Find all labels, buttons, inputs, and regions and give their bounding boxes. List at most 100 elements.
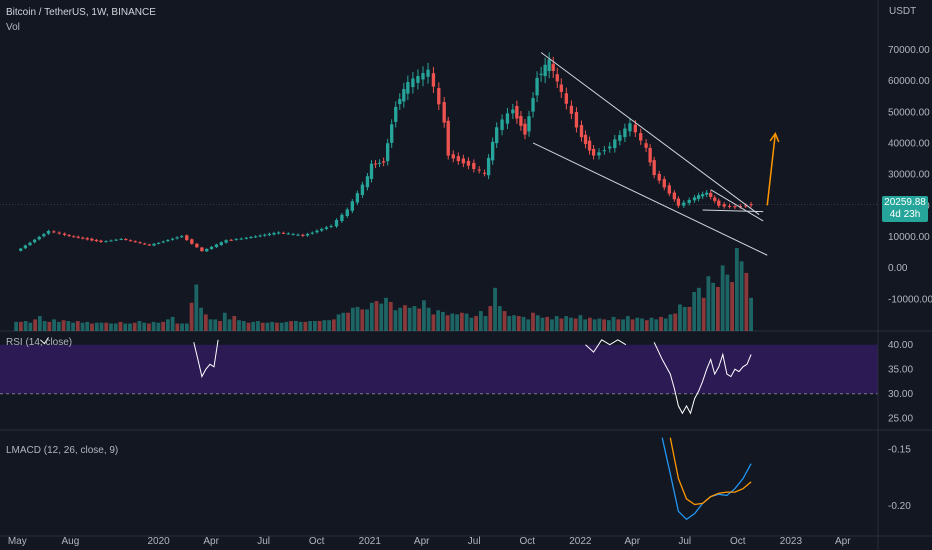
volume-bar bbox=[459, 312, 464, 331]
volume-bar bbox=[161, 321, 166, 331]
candle-body bbox=[431, 73, 436, 87]
volume-bar bbox=[417, 308, 422, 331]
volume-bar bbox=[118, 321, 123, 331]
candle-body bbox=[180, 236, 184, 238]
candle-body bbox=[340, 214, 344, 222]
volume-bar bbox=[697, 287, 701, 331]
lmacd-axis-label: -0.15 bbox=[888, 445, 911, 456]
volume-bar bbox=[75, 321, 80, 331]
candle-body bbox=[672, 192, 677, 200]
candle-body bbox=[551, 63, 555, 72]
volume-bar bbox=[156, 322, 161, 331]
volume-bar bbox=[94, 322, 99, 331]
candle-body bbox=[505, 113, 510, 124]
candle-body bbox=[652, 160, 656, 176]
volume-bar bbox=[469, 317, 474, 331]
lmacd-signal-line bbox=[669, 437, 752, 506]
candle-body bbox=[511, 109, 515, 114]
volume-bar bbox=[564, 316, 569, 331]
price-axis-label: 30000.00 bbox=[888, 170, 930, 181]
candle-body bbox=[559, 84, 563, 92]
time-axis-label: Jul bbox=[678, 536, 691, 547]
candle-body bbox=[119, 238, 123, 240]
candle-body bbox=[662, 179, 666, 188]
candle-body bbox=[365, 176, 370, 188]
candle-body bbox=[32, 239, 37, 243]
candle-body bbox=[143, 243, 147, 245]
candle-body bbox=[472, 162, 476, 170]
candle-body bbox=[373, 163, 378, 165]
volume-bar bbox=[640, 318, 644, 331]
candle-body bbox=[37, 236, 41, 240]
volume-bar bbox=[303, 321, 308, 331]
rsi-legend[interactable]: RSI (14, close) bbox=[6, 337, 73, 348]
volume-bar bbox=[260, 322, 265, 331]
time-axis-label: 2021 bbox=[359, 536, 382, 547]
candle-body bbox=[209, 246, 214, 250]
candle-body bbox=[190, 239, 194, 244]
volume-bar bbox=[289, 321, 294, 331]
volume-bar bbox=[109, 323, 113, 331]
price-axis-label: 10000.00 bbox=[888, 232, 930, 243]
volume-bar bbox=[189, 302, 194, 331]
candle-body bbox=[239, 238, 243, 240]
time-axis-label: Oct bbox=[309, 536, 325, 547]
rsi-line bbox=[40, 337, 752, 415]
currency-label[interactable]: USDT bbox=[889, 6, 917, 17]
candle-body bbox=[574, 112, 579, 128]
candle-body bbox=[555, 74, 559, 82]
candle-body bbox=[205, 248, 209, 252]
candle-body bbox=[692, 197, 697, 201]
volume-bar bbox=[369, 302, 374, 331]
volume-bar bbox=[730, 282, 735, 331]
candle-body bbox=[99, 240, 103, 243]
upper-trendline bbox=[540, 52, 760, 216]
symbol-legend[interactable]: Bitcoin / TetherUS, 1W, BINANCE bbox=[6, 7, 156, 18]
volume-bar bbox=[692, 291, 697, 331]
volume-bar bbox=[246, 322, 251, 331]
rsi-band bbox=[0, 344, 878, 394]
volume-bar bbox=[47, 321, 52, 331]
candle-body bbox=[602, 150, 607, 152]
candle-body bbox=[500, 119, 504, 131]
candle-body bbox=[185, 235, 189, 241]
up-arrow-head bbox=[769, 132, 780, 143]
volume-bar bbox=[128, 323, 132, 331]
candle-body bbox=[569, 105, 574, 114]
volume-bar bbox=[350, 307, 355, 331]
time-axis-label: Apr bbox=[414, 536, 430, 547]
volume-bar bbox=[426, 307, 431, 331]
candle-body bbox=[618, 135, 622, 141]
volume-bar bbox=[573, 318, 578, 331]
volume-bar bbox=[720, 265, 725, 331]
time-axis-label: Apr bbox=[203, 536, 219, 547]
candle-body bbox=[52, 231, 56, 233]
candle-body bbox=[175, 237, 179, 239]
candle-body bbox=[345, 209, 349, 216]
lower-trendline bbox=[532, 142, 768, 256]
wedge-upper-line bbox=[710, 189, 764, 222]
candle-body bbox=[133, 241, 137, 243]
candle-body bbox=[67, 235, 71, 237]
volume-bar bbox=[583, 319, 588, 331]
candle-body bbox=[324, 227, 329, 229]
volume-bar bbox=[493, 287, 497, 331]
volume-legend[interactable]: Vol bbox=[6, 22, 20, 33]
candle-body bbox=[161, 241, 165, 243]
volume-bar bbox=[739, 261, 744, 331]
candle-body bbox=[398, 99, 402, 105]
candle-body bbox=[579, 125, 584, 138]
candle-body bbox=[128, 240, 133, 242]
candle-body bbox=[90, 238, 94, 241]
candle-body bbox=[451, 154, 455, 159]
candle-body bbox=[713, 197, 717, 201]
volume-bar bbox=[635, 317, 640, 331]
candle-body bbox=[486, 157, 491, 176]
volume-bar bbox=[194, 284, 199, 331]
volume-bar bbox=[355, 306, 360, 331]
volume-bar bbox=[687, 306, 692, 331]
volume-bar bbox=[403, 305, 407, 331]
lmacd-legend[interactable]: LMACD (12, 26, close, 9) bbox=[6, 445, 119, 456]
volume-bar bbox=[649, 317, 654, 331]
